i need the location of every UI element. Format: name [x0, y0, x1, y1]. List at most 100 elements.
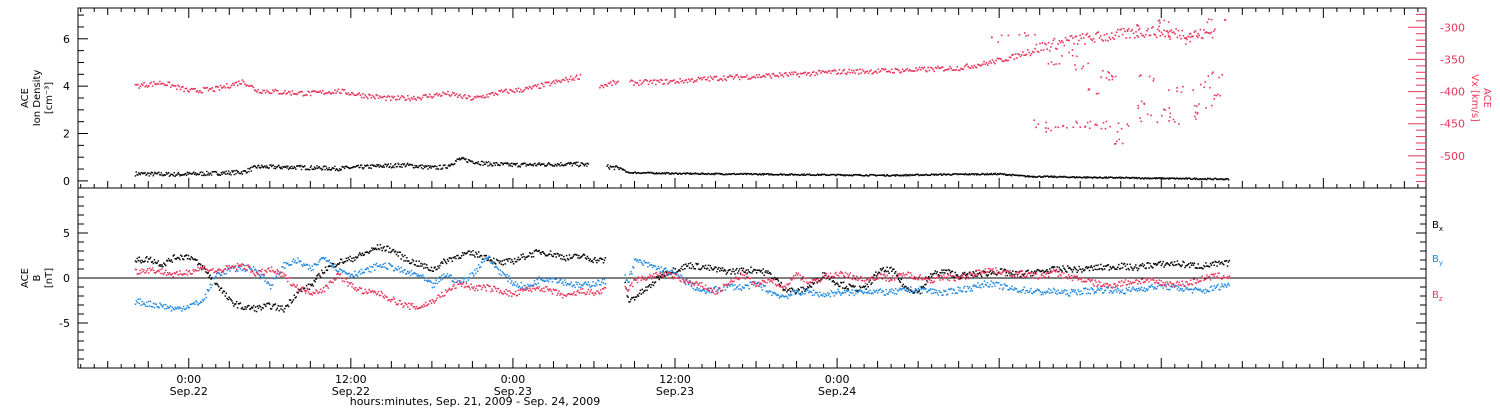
field-point-by	[715, 285, 717, 288]
velocity-point	[1093, 41, 1096, 43]
field-point-by	[838, 290, 840, 293]
field-point-bx	[853, 286, 855, 288]
density-point	[928, 174, 931, 176]
density-point	[543, 163, 545, 165]
velocity-scatter-point	[1189, 36, 1192, 39]
field-point-by	[1187, 288, 1189, 290]
density-point	[747, 172, 749, 175]
velocity-point	[816, 73, 819, 76]
velocity-point	[1080, 37, 1083, 40]
velocity-point	[744, 76, 747, 78]
velocity-point	[201, 91, 204, 94]
density-point	[902, 174, 904, 176]
density-point	[290, 167, 292, 170]
velocity-point	[760, 76, 763, 78]
density-point	[195, 174, 197, 176]
velocity-point	[453, 92, 455, 94]
density-point	[1100, 177, 1103, 179]
density-point	[761, 173, 763, 175]
density-point	[154, 171, 156, 174]
field-point-bx	[761, 272, 764, 274]
density-point	[246, 171, 248, 174]
field-point-bz	[336, 273, 338, 276]
density-point	[398, 163, 400, 166]
velocity-point	[543, 85, 545, 88]
density-point	[782, 173, 784, 176]
density-point	[186, 171, 188, 174]
velocity-point	[312, 90, 314, 92]
field-point-bx	[593, 258, 595, 260]
field-point-by	[988, 286, 991, 288]
field-point-bx	[1161, 263, 1164, 265]
field-point-bx	[546, 254, 549, 257]
field-point-by	[1222, 286, 1225, 288]
field-point-bx	[637, 295, 640, 297]
field-point-bx	[379, 243, 382, 246]
field-point-bx	[407, 260, 410, 262]
velocity-point	[1124, 30, 1126, 33]
field-point-bx	[697, 263, 699, 265]
field-point-by	[561, 282, 563, 285]
density-point	[292, 167, 295, 170]
velocity-point	[1175, 28, 1177, 30]
field-point-bz	[299, 290, 301, 292]
density-point	[368, 167, 370, 169]
velocity-point	[465, 97, 467, 99]
field-point-by	[851, 289, 853, 291]
field-point-bx	[1205, 265, 1208, 267]
field-point-by	[768, 290, 770, 292]
field-point-by	[1025, 289, 1027, 292]
velocity-point	[225, 83, 228, 85]
field-point-bx	[681, 265, 683, 268]
field-point-bx	[954, 271, 956, 274]
density-point	[210, 174, 213, 176]
density-point	[337, 169, 339, 172]
field-point-bx	[1010, 272, 1012, 274]
velocity-scatter-point	[1109, 125, 1111, 128]
field-point-by	[295, 262, 297, 264]
field-point-bx	[1100, 263, 1102, 266]
density-point	[423, 165, 425, 167]
field-point-by	[350, 273, 352, 276]
field-point-bx	[584, 257, 587, 259]
density-point	[734, 173, 736, 176]
velocity-scatter-point	[1167, 32, 1169, 34]
field-point-by	[1227, 282, 1230, 284]
velocity-point	[1171, 31, 1174, 34]
velocity-point	[1143, 36, 1146, 38]
density-point	[1167, 177, 1169, 179]
density-point	[1133, 176, 1135, 179]
density-point	[828, 174, 830, 177]
density-point	[689, 172, 692, 174]
field-point-by	[963, 285, 966, 287]
density-point	[958, 173, 961, 175]
density-point	[971, 173, 974, 175]
field-point-by	[1079, 293, 1081, 296]
density-point	[535, 164, 538, 167]
velocity-point	[526, 86, 528, 89]
velocity-point	[1189, 32, 1192, 35]
velocity-point	[685, 79, 688, 81]
field-point-by	[669, 273, 672, 276]
velocity-point	[242, 81, 245, 83]
velocity-scatter-point	[1007, 34, 1010, 37]
field-point-by	[698, 287, 700, 290]
velocity-point	[913, 70, 916, 72]
density-point	[497, 163, 500, 166]
velocity-scatter-point	[1162, 108, 1165, 111]
field-point-by	[741, 286, 744, 288]
field-point-bx	[484, 255, 487, 257]
field-point-by	[546, 279, 549, 282]
field-point-bz	[292, 283, 295, 285]
field-point-by	[1029, 290, 1031, 292]
velocity-point	[1076, 43, 1079, 45]
density-point	[992, 173, 994, 176]
density-point	[201, 174, 203, 177]
density-point	[1153, 177, 1155, 179]
field-point-by	[1020, 291, 1023, 294]
field-point-by	[236, 270, 239, 272]
density-point	[1148, 178, 1150, 180]
density-point	[918, 174, 920, 177]
velocity-point	[1039, 42, 1041, 45]
velocity-point	[692, 81, 695, 84]
